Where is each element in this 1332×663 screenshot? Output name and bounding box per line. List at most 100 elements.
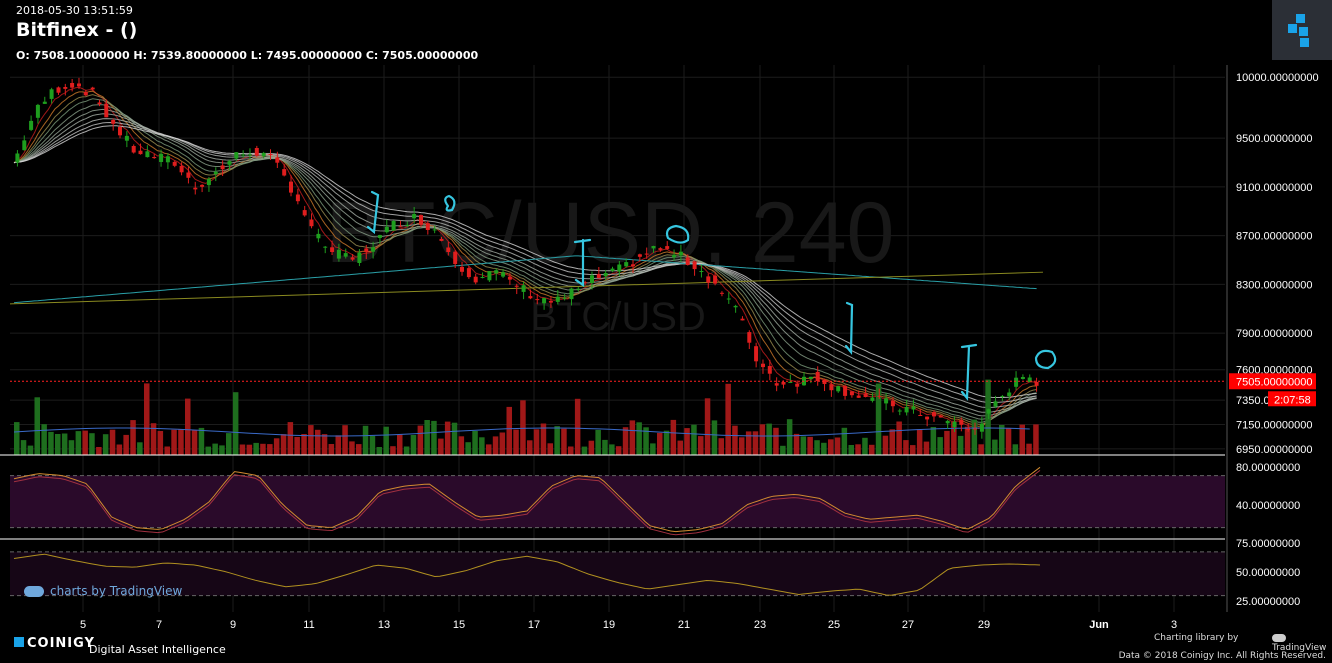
price-tick-label: 9500.00000000 xyxy=(1236,133,1312,145)
candle-body xyxy=(336,249,341,259)
tradingview-cloud-icon xyxy=(1272,633,1286,642)
volume-bar xyxy=(930,427,937,455)
volume-bar xyxy=(321,434,328,455)
ma-ribbon-line xyxy=(13,118,1037,408)
candle-body xyxy=(63,87,68,89)
candle-body xyxy=(719,292,724,294)
candle-body xyxy=(309,219,314,227)
volume-bar xyxy=(828,439,834,455)
candle-body xyxy=(412,214,417,219)
volume-bar xyxy=(957,435,964,455)
stoch-tick-label: 40.00000000 xyxy=(1236,500,1300,512)
volume-bar xyxy=(834,437,841,455)
tradingview-badge[interactable]: charts by TradingView xyxy=(24,584,182,598)
volume-bar xyxy=(889,429,895,455)
candle-body xyxy=(261,152,266,157)
candle-body xyxy=(945,420,950,424)
volume-bar xyxy=(964,426,971,455)
volume-bar xyxy=(944,430,950,455)
candle-body xyxy=(460,266,464,272)
candle-body xyxy=(665,246,670,249)
coinigy-logo-icon xyxy=(1288,14,1309,47)
volume-bar xyxy=(198,427,205,455)
x-tick-label: 11 xyxy=(303,619,314,631)
candle-body xyxy=(104,103,109,118)
volume-bar xyxy=(492,436,499,455)
candle-body xyxy=(1020,377,1025,379)
coinigy-logo[interactable] xyxy=(1272,0,1332,60)
ohlc-readout: O: 7508.10000000 H: 7539.80000000 L: 749… xyxy=(16,49,479,62)
candle-body xyxy=(863,393,868,397)
candle-body xyxy=(528,296,533,299)
volume-bar xyxy=(102,434,109,455)
volume-bar xyxy=(814,440,820,455)
candle-body xyxy=(487,271,492,281)
volume-bar xyxy=(937,437,943,455)
ma-ribbon-line xyxy=(13,113,1037,413)
volume-bar xyxy=(362,425,369,455)
candle-body xyxy=(911,406,916,410)
volume-bar xyxy=(574,398,581,455)
candle-body xyxy=(1034,382,1039,386)
candle-body xyxy=(644,253,649,255)
volume-bar xyxy=(800,436,807,455)
candle-body xyxy=(220,165,225,170)
candle-body xyxy=(295,194,300,202)
price-tick-label: 9100.00000000 xyxy=(1236,182,1312,194)
candle-body xyxy=(890,400,895,407)
volume-bar xyxy=(520,400,526,455)
candlestick-series xyxy=(10,77,1225,439)
volume-bar xyxy=(862,437,868,455)
ma-ribbon-line xyxy=(13,108,1037,417)
volume-bar xyxy=(109,429,116,455)
volume-bar xyxy=(732,425,738,455)
candle-body xyxy=(884,398,889,404)
volume-bar xyxy=(506,406,512,455)
candle-body xyxy=(925,416,930,420)
candle-body xyxy=(870,397,875,401)
volume-bar xyxy=(527,440,533,455)
volume-bar xyxy=(239,444,246,455)
candle-body xyxy=(761,363,765,368)
volume-bar xyxy=(896,421,902,455)
candle-body xyxy=(774,383,779,386)
volume-bar xyxy=(1012,444,1019,455)
volume-bar xyxy=(55,434,61,455)
countdown-label: 2:07:58 xyxy=(1274,394,1311,406)
hand-drawn-annotations xyxy=(366,190,1057,401)
volume-bars xyxy=(13,379,1039,455)
candle-body xyxy=(973,428,977,430)
stoch-band xyxy=(10,475,1225,528)
x-tick-label: 9 xyxy=(230,619,236,631)
candle-body xyxy=(90,87,95,90)
footer-tradingview[interactable]: TradingView xyxy=(1272,633,1332,653)
candle-body xyxy=(138,150,143,155)
candle-body xyxy=(83,91,88,96)
candle-body xyxy=(617,264,622,272)
candle-body xyxy=(986,409,991,414)
current-price-label: 7505.00000000 xyxy=(1236,376,1312,388)
volume-bar xyxy=(123,434,129,455)
volume-bar xyxy=(588,440,595,455)
volume-bar xyxy=(410,435,417,455)
price-tick-label: 7900.00000000 xyxy=(1236,328,1312,340)
volume-bar xyxy=(684,428,690,455)
volume-bar xyxy=(595,429,601,455)
volume-bar xyxy=(308,425,314,455)
volume-bar xyxy=(711,420,718,455)
volume-bar xyxy=(1033,424,1039,455)
stoch-tick-label: 80.00000000 xyxy=(1236,462,1300,474)
volume-bar xyxy=(287,422,294,455)
footer-tagline: Digital Asset Intelligence xyxy=(89,643,226,656)
candle-body xyxy=(357,252,362,263)
volume-bar xyxy=(951,421,957,455)
volume-bar xyxy=(786,419,793,455)
candle-body xyxy=(590,275,594,283)
volume-bar xyxy=(397,434,403,455)
candle-body xyxy=(343,253,348,257)
candle-body xyxy=(993,401,998,407)
volume-bar xyxy=(841,427,848,455)
ma-ribbon-line xyxy=(13,98,1037,423)
candle-body xyxy=(15,153,20,163)
